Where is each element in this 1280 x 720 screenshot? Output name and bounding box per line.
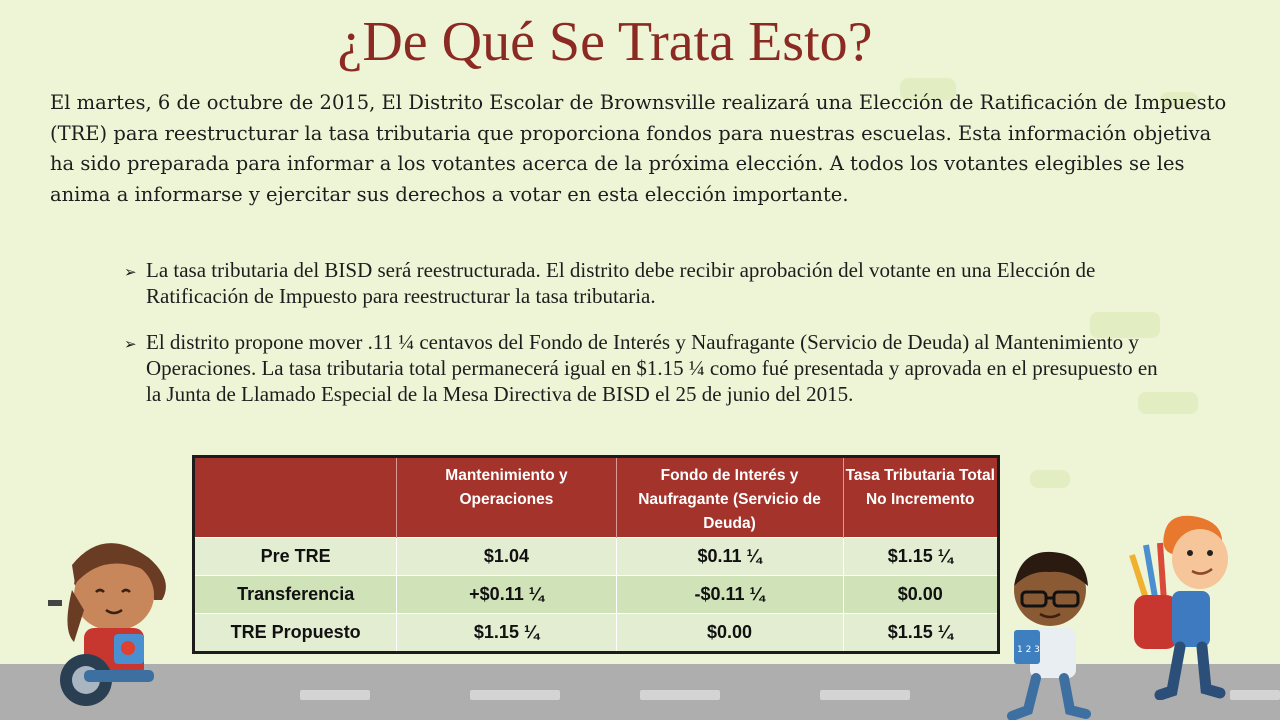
bullet-text: El distrito propone mover .11 ¼ centavos…: [146, 330, 1158, 406]
background-shape: [1160, 92, 1198, 108]
girl-wheelchair-illustration: [48, 543, 166, 706]
road-marking: [1230, 690, 1280, 700]
arrow-bullet-icon: ➢: [124, 337, 137, 353]
tax-rate-table: Mantenimiento y Operaciones Fondo de Int…: [192, 455, 1000, 654]
row-label: TRE Propuesto: [193, 613, 398, 653]
road-marking: [300, 690, 370, 700]
road-marking: [640, 690, 720, 700]
table-cell: $1.15 ¼: [396, 613, 617, 653]
table-cell: $1.15 ¼: [843, 613, 999, 653]
road-marking: [820, 690, 910, 700]
table-cell: +$0.11 ¼: [396, 575, 617, 614]
table-header-cell: Mantenimiento y Operaciones: [396, 456, 617, 538]
table-cell: -$0.11 ¼: [616, 575, 844, 614]
arrow-bullet-icon: ➢: [124, 265, 137, 281]
table-cell: $0.11 ¼: [616, 537, 844, 576]
table-header-cell: Tasa Tributaria Total No Incremento: [843, 456, 999, 538]
table-cell: $0.00: [616, 613, 844, 653]
table-header-cell: Fondo de Interés y Naufragante (Servicio…: [616, 456, 844, 538]
bullet-item: ➢ El distrito propone mover .11 ¼ centav…: [124, 329, 1164, 407]
table-row: TRE Propuesto $1.15 ¼ $0.00 $1.15 ¼: [193, 613, 999, 653]
row-label: Pre TRE: [193, 537, 398, 576]
table-cell: $0.00: [843, 575, 999, 614]
table-row: Pre TRE $1.04 $0.11 ¼ $1.15 ¼: [193, 537, 999, 576]
table-row: Transferencia +$0.11 ¼ -$0.11 ¼ $0.00: [193, 575, 999, 614]
background-shape: [1138, 392, 1198, 414]
boy-backpack-illustration: [1129, 515, 1228, 700]
table-header-row: Mantenimiento y Operaciones Fondo de Int…: [193, 456, 999, 538]
table-cell: $1.04: [396, 537, 617, 576]
bullet-text: La tasa tributaria del BISD será reestru…: [146, 258, 1096, 308]
background-shape: [900, 78, 956, 100]
road-marking: [470, 690, 560, 700]
background-shape: [1090, 312, 1160, 338]
table-cell: $1.15 ¼: [843, 537, 999, 576]
boy-glasses-illustration: 1 2 3: [1007, 551, 1091, 720]
row-label: Transferencia: [193, 575, 398, 614]
table-header-cell: [193, 456, 398, 538]
intro-paragraph: El martes, 6 de octubre de 2015, El Dist…: [50, 91, 1227, 206]
book-label: 1 2 3: [1017, 645, 1040, 655]
page-title: ¿De Qué Se Trata Esto?: [337, 11, 873, 73]
bullet-list: ➢ La tasa tributaria del BISD será reest…: [124, 257, 1164, 427]
bullet-item: ➢ La tasa tributaria del BISD será reest…: [124, 257, 1164, 309]
background-shape: [1030, 470, 1070, 488]
